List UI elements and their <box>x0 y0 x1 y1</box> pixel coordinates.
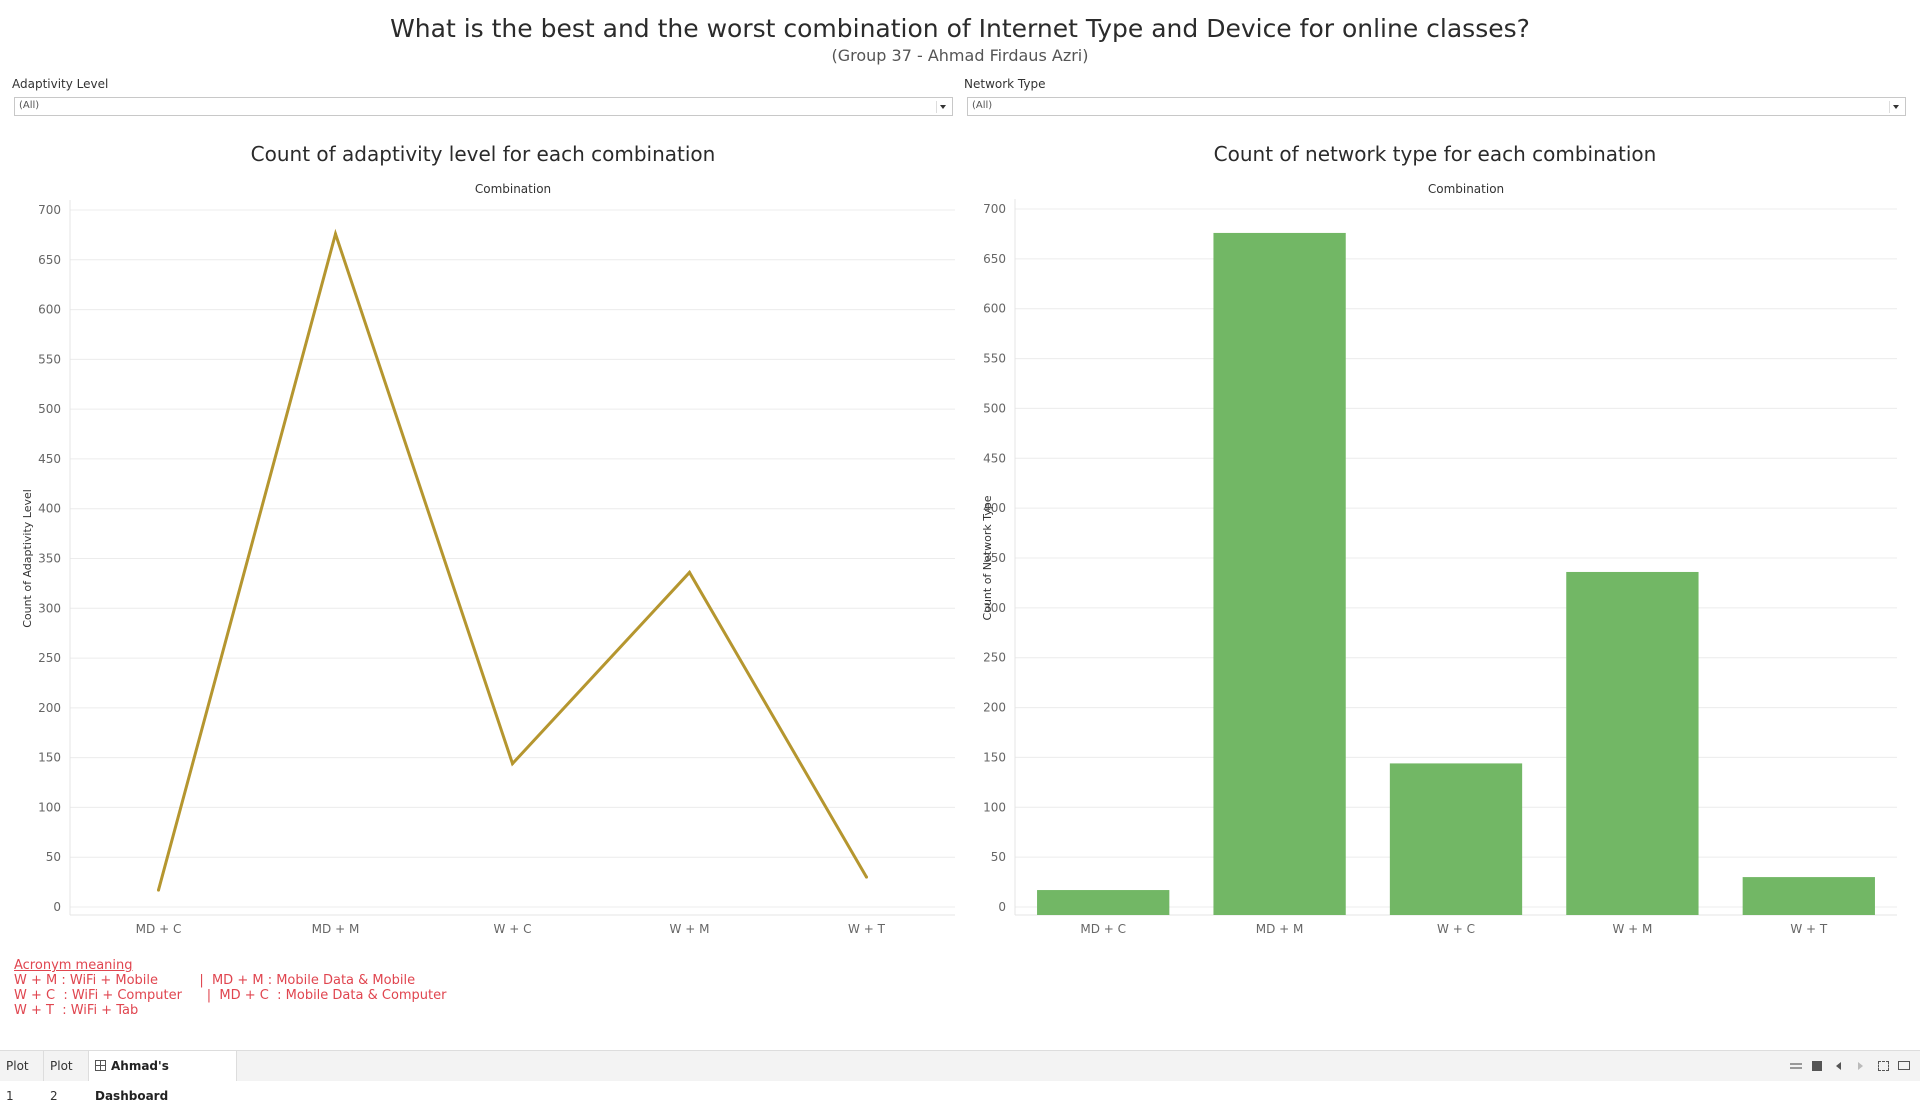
y-tick-label: 200 <box>38 701 61 715</box>
tab-plot-2[interactable]: Plot 2 <box>44 1051 89 1103</box>
y-tick-label: 150 <box>983 750 1006 764</box>
acronym-title: Acronym meaning <box>14 958 133 973</box>
chevron-down-icon[interactable] <box>1889 101 1902 113</box>
data-point <box>334 232 337 236</box>
y-tick-label: 500 <box>983 401 1006 415</box>
x-tick-label: W + M <box>1612 922 1652 936</box>
dashboard-grid-icon <box>95 1060 106 1071</box>
acronym-line: W + C : WiFi + Computer | MD + C : Mobil… <box>14 988 447 1003</box>
y-axis-label: Count of Network Type <box>981 495 994 620</box>
x-tick-label: MD + C <box>136 922 182 936</box>
filter-adaptivity-label: Adaptivity Level <box>12 77 109 91</box>
x-tick-label: W + T <box>848 922 886 936</box>
dashboard-subtitle: (Group 37 - Ahmad Firdaus Azri) <box>831 46 1089 65</box>
y-tick-label: 650 <box>983 252 1006 266</box>
line-chart: 0 50 100 150 200 250 300 350 400 450 500 550 600 650 7… <box>21 200 955 936</box>
y-tick-label: 50 <box>991 850 1006 864</box>
x-tick-label: MD + M <box>312 922 360 936</box>
y-tick-label: 700 <box>38 203 61 217</box>
x-tick-label: W + M <box>670 922 710 936</box>
filter-adaptivity-value: (All) <box>19 100 40 111</box>
acronym-legend: Acronym meaning W + M : WiFi + Mobile | … <box>14 958 447 1018</box>
y-tick-label: 350 <box>38 552 61 566</box>
y-tick-label: 50 <box>46 850 61 864</box>
y-tick-label: 350 <box>983 551 1006 565</box>
y-tick-label: 450 <box>38 452 61 466</box>
y-tick-label: 250 <box>38 651 61 665</box>
y-tick-label: 100 <box>983 800 1006 814</box>
y-axis-label: Count of Adaptivity Level <box>21 489 34 628</box>
prev-sheet-icon[interactable] <box>1836 1062 1841 1070</box>
data-point <box>865 875 868 879</box>
acronym-line: W + T : WiFi + Tab <box>14 1003 139 1018</box>
chevron-down-icon[interactable] <box>936 101 949 113</box>
acronym-line: W + M : WiFi + Mobile | MD + M : Mobile … <box>14 973 416 988</box>
data-point <box>157 888 160 892</box>
y-tick-label: 300 <box>983 601 1006 615</box>
next-sheet-icon[interactable] <box>1858 1062 1863 1070</box>
filter-adaptivity-dropdown[interactable]: (All) <box>14 97 953 116</box>
y-tick-label: 650 <box>38 253 61 267</box>
bar <box>1389 763 1523 915</box>
y-tick-label: 250 <box>983 651 1006 665</box>
bar-chart-title: Count of network type for each combinati… <box>1213 142 1657 166</box>
y-tick-label: 450 <box>983 451 1006 465</box>
data-point <box>511 762 514 766</box>
x-tick-label: W + C <box>1437 922 1475 936</box>
data-point <box>688 570 691 574</box>
bar <box>1037 890 1170 915</box>
y-tick-label: 400 <box>983 501 1006 515</box>
y-tick-label: 0 <box>53 900 61 914</box>
series-line <box>157 228 868 891</box>
bar <box>1566 571 1699 915</box>
bar-chart-header: Combination <box>1427 182 1505 196</box>
x-tick-label: W + T <box>1790 922 1828 936</box>
dashboard-title: What is the best and the worst combinati… <box>390 14 1530 43</box>
y-tick-label: 400 <box>38 502 61 516</box>
y-tick-label: 550 <box>38 352 61 366</box>
x-tick-label: W + C <box>494 922 532 936</box>
y-tick-label: 600 <box>38 303 61 317</box>
bar <box>1742 877 1875 915</box>
y-tick-label: 300 <box>38 601 61 615</box>
tab-plot-1[interactable]: Plot 1 <box>0 1051 44 1103</box>
bar-chart: 0 50 100 150 200 250 300 350 400 450 500 550 600 650 7… <box>981 199 1897 936</box>
line-chart-header: Combination <box>474 182 552 196</box>
y-tick-label: 600 <box>983 302 1006 316</box>
y-tick-label: 0 <box>998 900 1006 914</box>
line-chart-title: Count of adaptivity level for each combi… <box>250 142 716 166</box>
y-tick-label: 550 <box>983 352 1006 366</box>
fullscreen-icon[interactable] <box>1878 1061 1889 1071</box>
y-tick-label: 150 <box>38 751 61 765</box>
filter-network-dropdown[interactable]: (All) <box>967 97 1906 116</box>
x-tick-label: MD + C <box>1080 922 1126 936</box>
tile-view-icon[interactable] <box>1812 1061 1822 1071</box>
present-icon[interactable] <box>1898 1061 1910 1070</box>
tab-ahmads-dashboard[interactable]: Ahmad's Dashboard <box>89 1051 237 1103</box>
sheet-tab-bar: Plot 1 Plot 2 Ahmad's Dashboard <box>0 1050 1920 1103</box>
y-tick-label: 700 <box>983 202 1006 216</box>
filter-network-label: Network Type <box>964 77 1046 91</box>
tab-label: Ahmad's Dashboard <box>95 1059 169 1103</box>
list-view-icon[interactable] <box>1790 1061 1802 1071</box>
y-tick-label: 100 <box>38 800 61 814</box>
y-tick-label: 500 <box>38 402 61 416</box>
y-tick-label: 200 <box>983 701 1006 715</box>
filter-network-value: (All) <box>972 100 993 111</box>
x-tick-label: MD + M <box>1256 922 1304 936</box>
bar <box>1213 232 1346 916</box>
